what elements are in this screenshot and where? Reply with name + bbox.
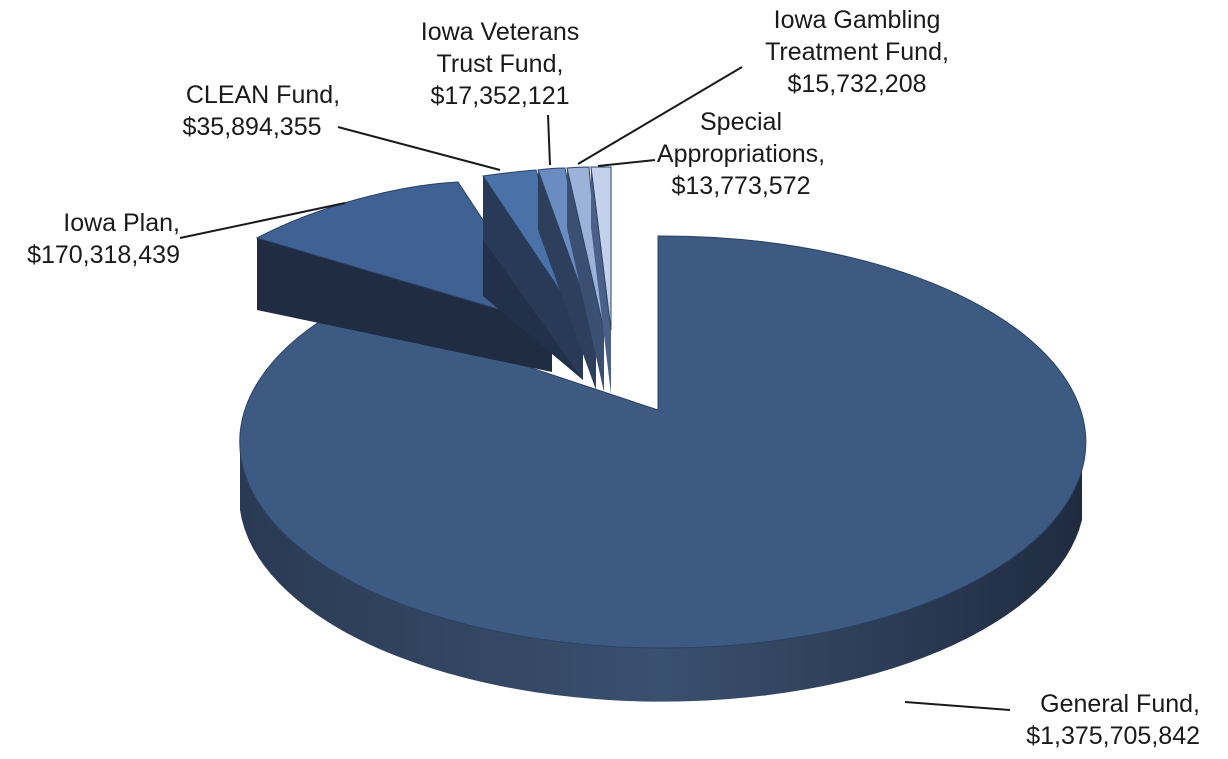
- label-general-fund-value: $1,375,705,842: [1026, 722, 1200, 750]
- label-iowa-plan-name: Iowa Plan,: [63, 209, 180, 237]
- label-iowa-veterans-line1: Iowa Veterans: [421, 18, 579, 46]
- label-special-appropriations-value: $13,773,572: [671, 172, 810, 200]
- label-iowa-veterans-line2: Trust Fund,: [437, 50, 564, 78]
- label-special-appropriations-line1: Special: [700, 108, 782, 136]
- pie-slice-iowa-gambling-side: [567, 168, 604, 392]
- pie-slice-general-fund: [239, 235, 1087, 649]
- label-iowa-gambling: Iowa Gambling Treatment Fund, $15,732,20…: [765, 6, 949, 98]
- leader-line-special-appropriations: [597, 159, 656, 167]
- label-special-appropriations-line2: Appropriations,: [657, 140, 825, 168]
- label-iowa-veterans-value: $17,352,121: [430, 82, 569, 110]
- label-clean-fund-value: $35,894,355: [182, 113, 321, 141]
- label-clean-fund-name: CLEAN Fund,: [186, 81, 340, 109]
- pie-slice-general-fund-side: [240, 430, 1082, 702]
- leader-line-clean-fund: [337, 126, 501, 171]
- pie-slice-special-appropriations: [590, 166, 612, 331]
- pie-slice-iowa-gambling: [566, 166, 605, 331]
- label-iowa-gambling-line1: Iowa Gambling: [774, 6, 941, 34]
- leader-line-iowa-plan: [179, 202, 346, 239]
- label-special-appropriations: Special Appropriations, $13,773,572: [657, 108, 825, 200]
- pie-slice-iowa-plan: [255, 181, 554, 326]
- leader-line-iowa-veterans: [547, 114, 551, 166]
- label-iowa-veterans: Iowa Veterans Trust Fund, $17,352,121: [421, 18, 579, 110]
- label-general-fund: General Fund, $1,375,705,842: [1026, 690, 1200, 750]
- label-iowa-gambling-value: $15,732,208: [787, 70, 926, 98]
- pie-slice-clean-fund-face: [483, 176, 583, 380]
- label-general-fund-name: General Fund,: [1040, 690, 1200, 718]
- label-iowa-gambling-line2: Treatment Fund,: [765, 38, 949, 66]
- pie-slice-iowa-plan-side: [257, 238, 552, 372]
- label-iowa-plan-value: $170,318,439: [27, 241, 180, 269]
- pie-slice-special-appropriations-side: [591, 167, 611, 394]
- leader-line-iowa-gambling: [577, 66, 743, 165]
- pie-slice-iowa-veterans-side: [538, 170, 596, 390]
- pie-slice-clean-fund: [482, 169, 584, 326]
- leader-line-general-fund: [904, 701, 1011, 711]
- label-iowa-plan: Iowa Plan, $170,318,439: [27, 209, 180, 269]
- label-clean-fund: CLEAN Fund, $35,894,355: [182, 81, 340, 141]
